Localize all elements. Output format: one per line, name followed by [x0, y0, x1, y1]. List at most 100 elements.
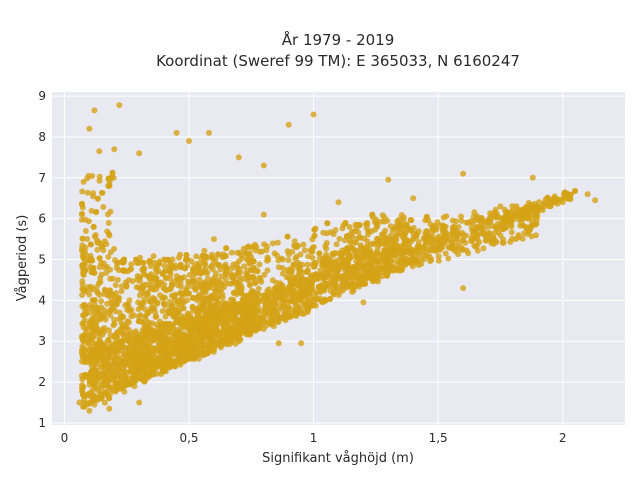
- scatter-point: [462, 239, 469, 246]
- scatter-point: [529, 174, 536, 181]
- scatter-point: [163, 333, 170, 340]
- scatter-point: [384, 217, 391, 224]
- scatter-point: [252, 296, 259, 303]
- scatter-point: [202, 260, 208, 267]
- scatter-point: [217, 335, 224, 342]
- scatter-point: [105, 220, 112, 226]
- scatter-point: [187, 312, 194, 319]
- scatter-point: [385, 264, 392, 271]
- scatter-point: [90, 392, 97, 399]
- scatter-point: [421, 256, 428, 262]
- scatter-point: [106, 232, 113, 239]
- scatter-point: [342, 220, 349, 226]
- scatter-point: [309, 285, 316, 292]
- scatter-point: [217, 316, 224, 323]
- scatter-point: [451, 229, 458, 236]
- scatter-point: [122, 382, 129, 388]
- scatter-point: [133, 256, 139, 263]
- scatter-point: [442, 235, 449, 242]
- scatter-point: [230, 306, 237, 312]
- scatter-point: [428, 242, 435, 249]
- scatter-point: [159, 308, 166, 315]
- scatter-point: [79, 353, 86, 360]
- scatter-point: [423, 238, 430, 244]
- scatter-point: [335, 289, 342, 296]
- scatter-point: [152, 313, 159, 320]
- scatter-point: [178, 275, 185, 282]
- scatter-point: [139, 349, 146, 356]
- scatter-point: [260, 326, 267, 332]
- scatter-point: [584, 191, 591, 198]
- scatter-point: [271, 298, 278, 305]
- scatter-point: [366, 258, 373, 265]
- scatter-point: [387, 223, 394, 230]
- scatter-point: [91, 269, 98, 276]
- scatter-point: [118, 283, 125, 290]
- scatter-point: [174, 318, 180, 325]
- scatter-point: [94, 306, 101, 313]
- scatter-point: [236, 332, 242, 338]
- scatter-point: [380, 251, 387, 258]
- scatter-point: [193, 353, 200, 359]
- scatter-point: [91, 401, 98, 408]
- scatter-point: [146, 275, 153, 282]
- scatter-point: [288, 288, 295, 295]
- scatter-point: [423, 213, 430, 220]
- scatter-point: [339, 225, 346, 232]
- scatter-point: [80, 286, 87, 293]
- scatter-point: [269, 277, 276, 284]
- scatter-point: [365, 228, 372, 235]
- y-tick-label: 1: [38, 416, 46, 430]
- scatter-point: [237, 249, 243, 256]
- scatter-point: [451, 223, 458, 230]
- scatter-point: [184, 290, 191, 297]
- scatter-point: [156, 354, 163, 361]
- scatter-point: [396, 224, 402, 231]
- scatter-point: [327, 296, 333, 302]
- scatter-point: [215, 251, 222, 258]
- scatter-point: [130, 364, 137, 371]
- scatter-point: [202, 269, 209, 276]
- scatter-point: [200, 291, 207, 298]
- scatter-point: [192, 323, 199, 329]
- scatter-point: [176, 331, 183, 338]
- scatter-point: [235, 338, 242, 345]
- scatter-point: [92, 232, 99, 238]
- scatter-point: [281, 303, 288, 310]
- scatter-point: [106, 327, 112, 334]
- scatter-point: [86, 407, 93, 414]
- scatter-point: [406, 244, 412, 251]
- scatter-point: [99, 243, 106, 250]
- scatter-point: [82, 267, 89, 274]
- scatter-point: [376, 257, 383, 264]
- scatter-point: [304, 261, 311, 268]
- scatter-point: [349, 267, 356, 274]
- scatter-point: [99, 189, 105, 196]
- scatter-point: [360, 299, 367, 306]
- scatter-point: [402, 239, 409, 246]
- scatter-point: [343, 275, 350, 282]
- y-tick-label: 3: [38, 334, 46, 348]
- scatter-point: [290, 261, 297, 268]
- scatter-point: [376, 267, 383, 274]
- scatter-point: [501, 206, 508, 213]
- scatter-point: [180, 336, 187, 343]
- scatter-point: [423, 228, 430, 235]
- scatter-point: [201, 247, 208, 254]
- scatter-point: [407, 217, 414, 223]
- scatter-point: [206, 300, 213, 307]
- scatter-point: [176, 254, 182, 261]
- scatter-point: [186, 354, 192, 361]
- scatter-point: [298, 340, 305, 347]
- scatter-point: [183, 252, 190, 258]
- scatter-point: [361, 235, 368, 242]
- scatter-point: [372, 254, 379, 261]
- scatter-point: [261, 271, 268, 278]
- scatter-point: [95, 195, 101, 202]
- scatter-point: [310, 301, 317, 308]
- scatter-point: [248, 244, 255, 251]
- scatter-point: [87, 286, 94, 293]
- scatter-point: [398, 212, 405, 218]
- scatter-point: [121, 388, 128, 395]
- x-tick-label: 0: [61, 431, 69, 445]
